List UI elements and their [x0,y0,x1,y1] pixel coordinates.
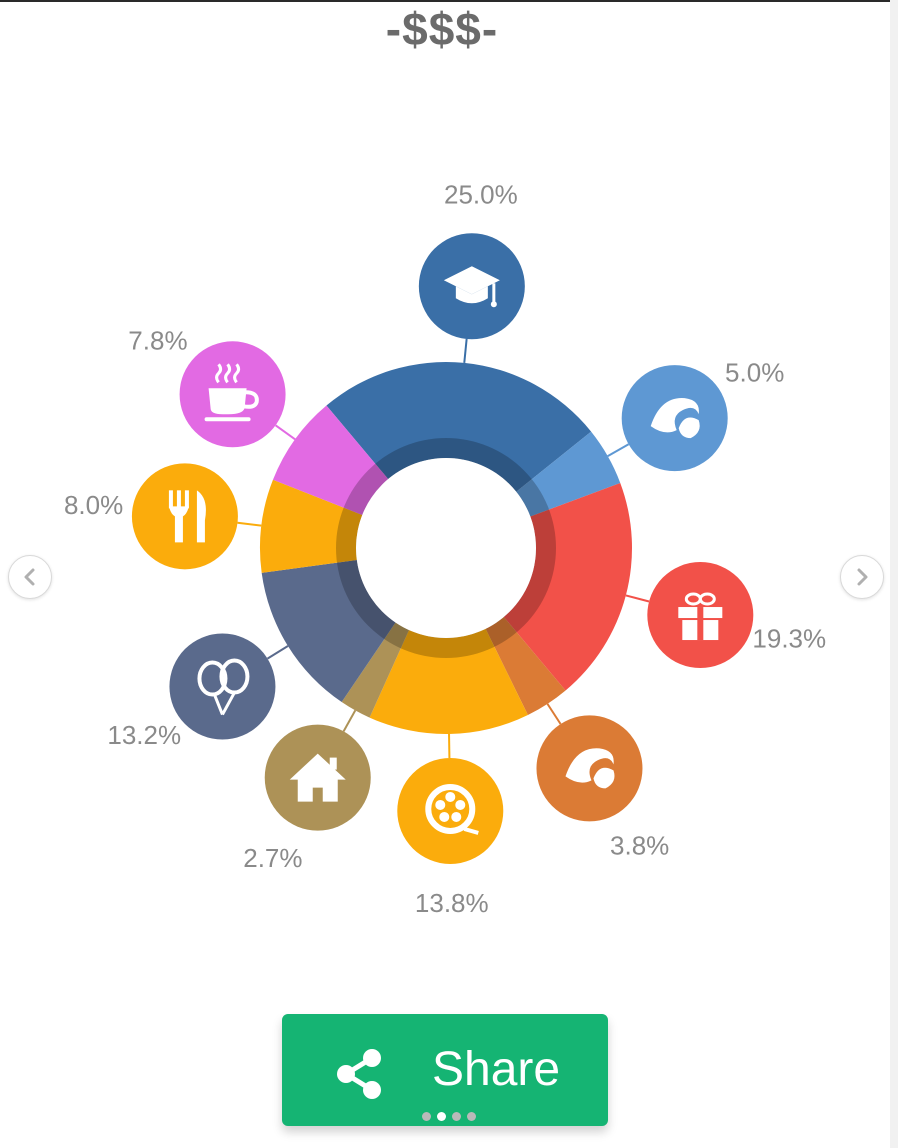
segment-percent-label: 25.0% [444,180,518,210]
segment-bubble [131,463,238,570]
next-page-button[interactable] [840,555,884,599]
pagination-dots [0,1108,898,1126]
gift-icon [678,592,723,641]
segment-bubble [536,715,643,822]
segment-percent-label: 7.8% [128,326,187,356]
pagination-dot[interactable] [467,1112,476,1121]
segment-connector [237,521,262,527]
segment-percent-label: 13.2% [107,720,181,750]
page-title: -$$$- [385,3,499,55]
segment-bubble [397,757,504,864]
chevron-right-icon [857,568,868,586]
segment-bubble [647,562,754,669]
pagination-dot[interactable] [437,1112,446,1121]
donut-chart: 25.0% 5.0% 19.3% 3.8% 13.8% 2.7% 13.2% 8.0% 7.8% [64,180,826,918]
segment-percent-label: 2.7% [243,843,302,873]
chevron-left-icon [24,568,35,586]
donut-segment [341,622,410,718]
donut-segment [259,479,363,573]
segment-percent-label: 13.8% [415,888,489,918]
previous-page-button[interactable] [8,555,52,599]
segment-percent-label: 8.0% [64,490,123,520]
top-divider [0,0,898,2]
pagination-dot[interactable] [452,1112,461,1121]
segment-percent-label: 5.0% [725,358,784,388]
coffee-cup-icon [204,363,259,422]
donut-segment [485,616,566,715]
film-reel-icon [425,783,479,835]
donut-segment [272,405,389,515]
donut-segment [369,628,528,734]
segment-bubble [179,341,286,448]
donut-segment [261,560,396,702]
segment-bubble [264,724,371,831]
pagination-dot[interactable] [422,1112,431,1121]
segment-bubble [169,633,276,740]
segment-connector [342,709,357,732]
balloons-icon [197,658,250,716]
donut-segment [326,362,592,492]
house-icon [289,753,346,802]
segment-connector [275,424,296,441]
donut-hole [356,458,536,638]
segment-connector [607,443,630,458]
segment-connector [625,594,650,603]
donut-segment [503,482,633,691]
donut-segment [516,431,621,517]
segment-bubble [621,365,728,472]
share-button[interactable]: Share [282,1014,608,1126]
segment-connector [463,338,468,363]
segment-connector [266,645,289,660]
croissant-icon [650,397,700,439]
segment-bubble [418,233,525,340]
share-icon [337,1049,381,1099]
segment-percent-label: 19.3% [752,623,826,653]
share-button-label: Share [432,1043,561,1096]
croissant-icon [565,748,615,789]
graduation-cap-icon [443,266,500,308]
fork-knife-icon [168,490,206,543]
segment-connector [546,703,562,725]
scrollbar-track [890,0,898,1148]
segment-percent-label: 3.8% [610,831,669,861]
